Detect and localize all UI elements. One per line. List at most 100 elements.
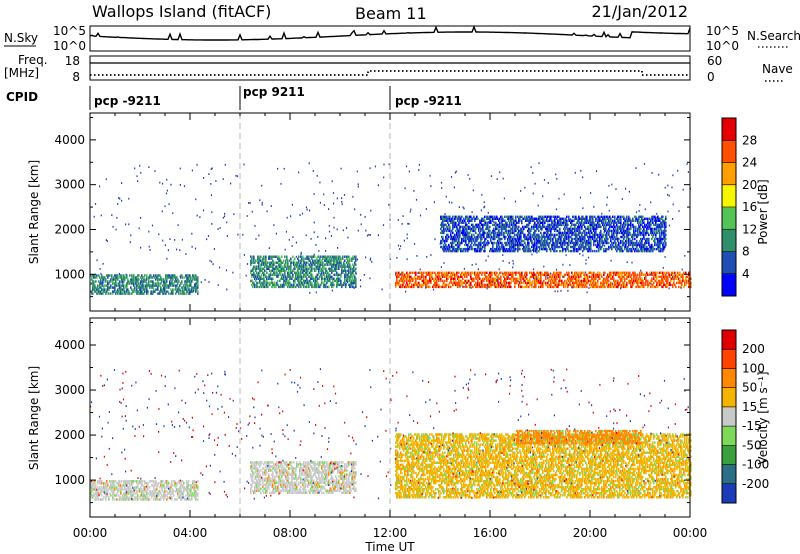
power-echo-cell [340, 273, 342, 276]
power-echo-cell [488, 235, 490, 239]
power-echo-cell [505, 235, 507, 239]
power-echo-cell [576, 277, 578, 280]
power-echo-cell [285, 277, 287, 280]
power-echo-cell [685, 275, 687, 278]
power-echo-cell [176, 290, 178, 293]
power-echo-cell [115, 282, 117, 285]
power-echo-cell [302, 265, 304, 268]
power-echo-cell [524, 279, 526, 283]
power-echo-cell [505, 271, 507, 274]
power-echo-cell [97, 288, 99, 291]
power-echo-cell [475, 277, 477, 280]
power-echo-cell [508, 281, 510, 285]
power-echo-cell [607, 279, 609, 283]
power-echo-cell [434, 283, 436, 287]
power-echo-cell [677, 281, 679, 285]
power-echo-cell [446, 245, 448, 249]
power-echo-cell [195, 288, 197, 291]
power-echo-cell [407, 275, 409, 278]
power-echo-cell [483, 223, 485, 227]
power-echo-cell [258, 255, 260, 258]
power-echo-cell [353, 265, 355, 268]
power-echo-cell [653, 277, 655, 280]
power-echo-cell [255, 273, 257, 276]
power-echo-cell [510, 215, 512, 218]
power-echo-cell [457, 275, 459, 278]
power-echo-cell [158, 284, 160, 287]
power-echo-cell [573, 285, 575, 289]
power-echo-cell [494, 217, 496, 220]
power-echo-cell [512, 275, 514, 278]
power-echo-cell [445, 235, 447, 239]
power-echo-cell [302, 271, 304, 274]
power-echo-cell [446, 249, 448, 253]
power-echo-cell [102, 276, 104, 279]
power-echo-cell [258, 259, 260, 262]
power-echo-cell [430, 271, 432, 274]
power-echo-cell [121, 274, 123, 277]
power-echo-cell [257, 275, 259, 278]
power-echo-cell [487, 243, 489, 247]
power-echo-cell [498, 229, 500, 233]
power-echo-cell [474, 229, 476, 233]
power-echo-cell [625, 283, 627, 287]
power-echo-cell [445, 247, 447, 251]
power-echo-cell [354, 275, 356, 278]
power-echo-cell [293, 269, 295, 272]
power-echo-cell [115, 274, 117, 277]
power-echo-cell [103, 286, 105, 289]
power-echo-cell [159, 290, 161, 293]
power-echo-cell [506, 247, 508, 251]
power-echo-cell [561, 283, 563, 287]
power-echo-cell [103, 276, 105, 279]
power-echo-cell [497, 233, 499, 237]
power-echo-cell [457, 283, 459, 287]
power-echo-cell [275, 255, 277, 258]
power-echo-cell [653, 281, 655, 285]
power-echo-cell [479, 219, 481, 222]
power-echo-cell [257, 285, 259, 289]
power-echo-cell [272, 261, 274, 264]
power-echo-cell [299, 263, 301, 266]
power-echo-cell [162, 292, 164, 295]
power-echo-cell [452, 221, 454, 224]
power-echo-cell [177, 290, 179, 293]
power-echo-cell [656, 275, 658, 278]
power-echo-cell [610, 277, 612, 280]
power-echo-cell [102, 292, 104, 295]
power-echo-cell [333, 265, 335, 268]
power-echo-cell [129, 282, 131, 285]
power-echo-cell [351, 257, 353, 260]
power-echo-cell [581, 271, 583, 274]
power-echo-cell [488, 277, 490, 280]
power-echo-cell [275, 267, 277, 270]
power-echo-cell [567, 223, 569, 227]
power-echo-cell [342, 255, 344, 258]
power-echo-cell [339, 257, 341, 260]
power-echo-cell [505, 229, 507, 233]
power-echo-cell [155, 284, 157, 287]
power-echo-cell [284, 269, 286, 272]
power-echo-cell [123, 288, 125, 291]
power-echo-cell [120, 288, 122, 291]
power-echo-cell [645, 273, 647, 276]
power-echo-cell [152, 282, 154, 285]
power-echo-cell [263, 285, 265, 289]
power-echo-cell [417, 277, 419, 280]
power-echo-cell [634, 273, 636, 276]
power-echo-cell [284, 279, 286, 283]
power-echo-cell [300, 269, 302, 272]
power-echo-cell [532, 281, 534, 285]
power-echo-cell [272, 283, 274, 287]
power-echo-cell [563, 285, 565, 289]
power-echo-cell [636, 275, 638, 278]
power-echo-cell [496, 247, 498, 251]
power-echo-cell [458, 245, 460, 249]
power-echo-cell [398, 275, 400, 278]
power-echo-cell [338, 257, 340, 260]
power-echo-cell [482, 271, 484, 274]
power-echo-cell [511, 221, 513, 224]
power-echo-cell [324, 275, 326, 278]
power-echo-cell [183, 284, 185, 287]
power-echo-cell [492, 229, 494, 233]
